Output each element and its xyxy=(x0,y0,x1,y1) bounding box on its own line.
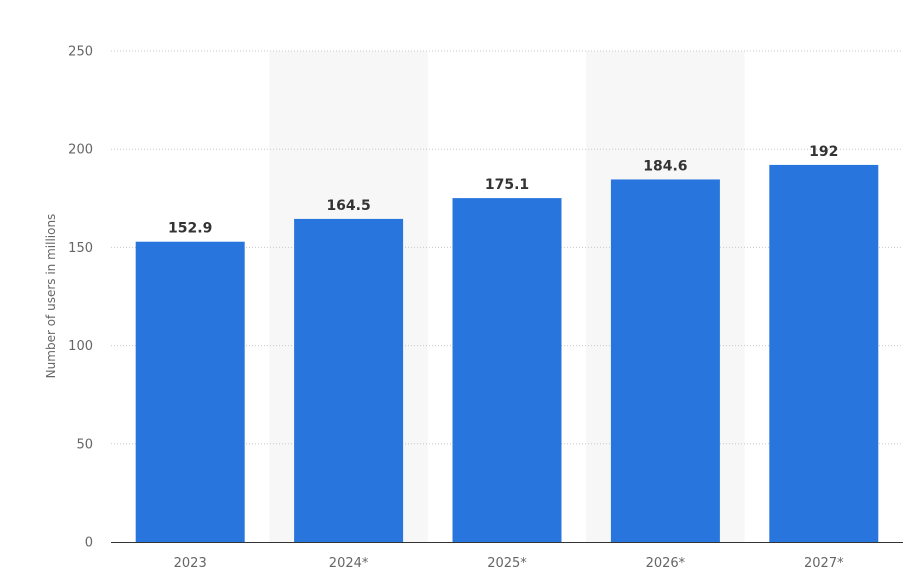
bars xyxy=(135,164,879,543)
y-tick-label: 50 xyxy=(76,437,93,452)
bar[interactable] xyxy=(135,241,245,542)
y-axis-ticks: 0 50 100 150 200 250 xyxy=(68,45,93,551)
y-tick-label: 250 xyxy=(68,45,93,60)
y-tick-label: 0 xyxy=(85,536,93,551)
value-label: 192 xyxy=(809,144,838,160)
x-tick-label: 2027* xyxy=(804,556,844,571)
y-tick-label: 100 xyxy=(68,339,93,354)
value-label: 152.9 xyxy=(168,221,212,237)
y-tick-label: 150 xyxy=(68,241,93,256)
value-label: 164.5 xyxy=(326,198,370,214)
x-tick-label: 2026* xyxy=(646,556,686,571)
bar[interactable] xyxy=(769,164,879,543)
x-tick-label: 2024* xyxy=(329,556,369,571)
bar[interactable] xyxy=(610,179,720,542)
bar[interactable] xyxy=(294,218,404,542)
x-tick-label: 2023 xyxy=(174,556,207,571)
x-tick-label: 2025* xyxy=(487,556,527,571)
value-label: 184.6 xyxy=(643,158,687,174)
x-axis-ticks: 2023 2024* 2025* 2026* 2027* xyxy=(174,556,844,571)
y-tick-label: 200 xyxy=(68,143,93,158)
value-labels: 152.9 164.5 175.1 184.6 192 xyxy=(168,144,838,237)
y-axis-title: Number of users in millions xyxy=(44,214,58,379)
value-label: 175.1 xyxy=(485,177,529,193)
bar[interactable] xyxy=(452,198,562,542)
